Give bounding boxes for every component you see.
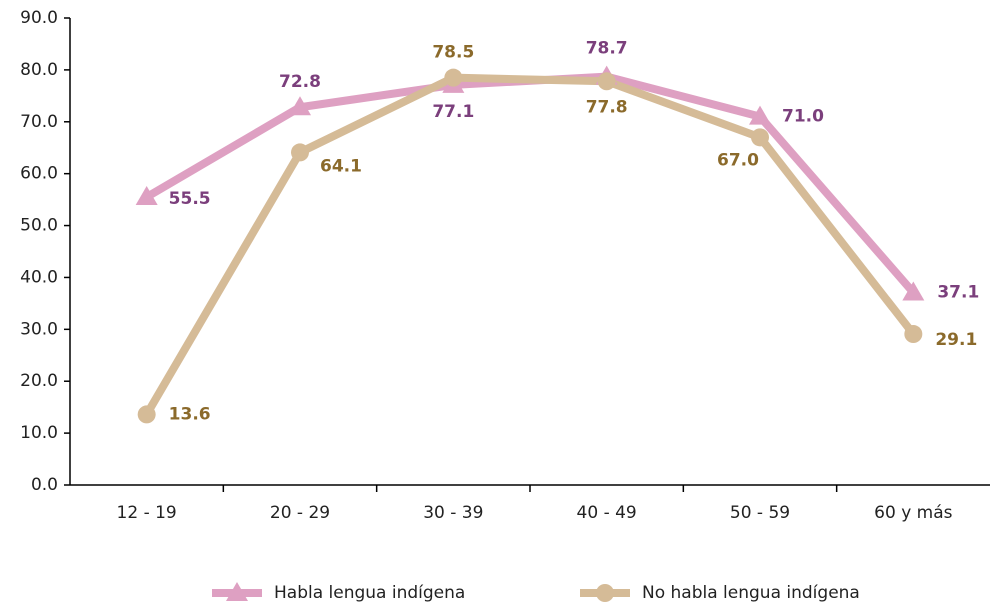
y-tick-label: 90.0 (20, 8, 58, 28)
y-tick-label: 60.0 (20, 164, 58, 184)
value-label: 67.0 (717, 150, 759, 170)
value-label: 13.6 (169, 404, 211, 424)
y-tick-label: 80.0 (20, 60, 58, 80)
y-tick-label: 30.0 (20, 319, 58, 339)
y-tick-label: 70.0 (20, 112, 58, 132)
point (597, 72, 616, 91)
value-label: 72.8 (279, 72, 321, 92)
legend-marker (226, 582, 248, 601)
y-tick-label: 40.0 (20, 267, 58, 287)
legend-label: Habla lengua indígena (274, 583, 465, 603)
series-line (143, 73, 917, 417)
point (902, 281, 925, 301)
value-label: 77.8 (586, 97, 628, 117)
x-tick-label: 50 - 59 (730, 503, 790, 523)
point (289, 96, 311, 116)
value-label: 71.0 (782, 107, 824, 127)
point (749, 105, 771, 125)
y-tick-label: 0.0 (31, 475, 58, 495)
point (137, 405, 156, 424)
point (444, 68, 463, 87)
value-label: 55.5 (169, 189, 211, 209)
value-label: 29.1 (935, 330, 977, 350)
x-tick-label: 40 - 49 (577, 503, 637, 523)
point (135, 186, 158, 206)
point (291, 143, 309, 162)
value-label: 77.1 (432, 102, 474, 122)
value-label: 78.7 (586, 39, 628, 59)
x-tick-label: 60 y más (874, 503, 952, 523)
x-tick-label: 12 - 19 (117, 503, 177, 523)
point (904, 325, 923, 344)
y-tick-label: 10.0 (20, 423, 58, 443)
legend-marker (596, 584, 614, 602)
value-label: 64.1 (320, 156, 362, 176)
point (751, 128, 769, 147)
y-tick-label: 50.0 (20, 216, 58, 236)
x-tick-label: 20 - 29 (270, 503, 330, 523)
legend-label: No habla lengua indígena (642, 583, 860, 603)
value-label: 37.1 (937, 282, 979, 302)
y-tick-label: 20.0 (20, 371, 58, 391)
x-tick-label: 30 - 39 (423, 503, 483, 523)
value-label: 78.5 (432, 43, 474, 63)
